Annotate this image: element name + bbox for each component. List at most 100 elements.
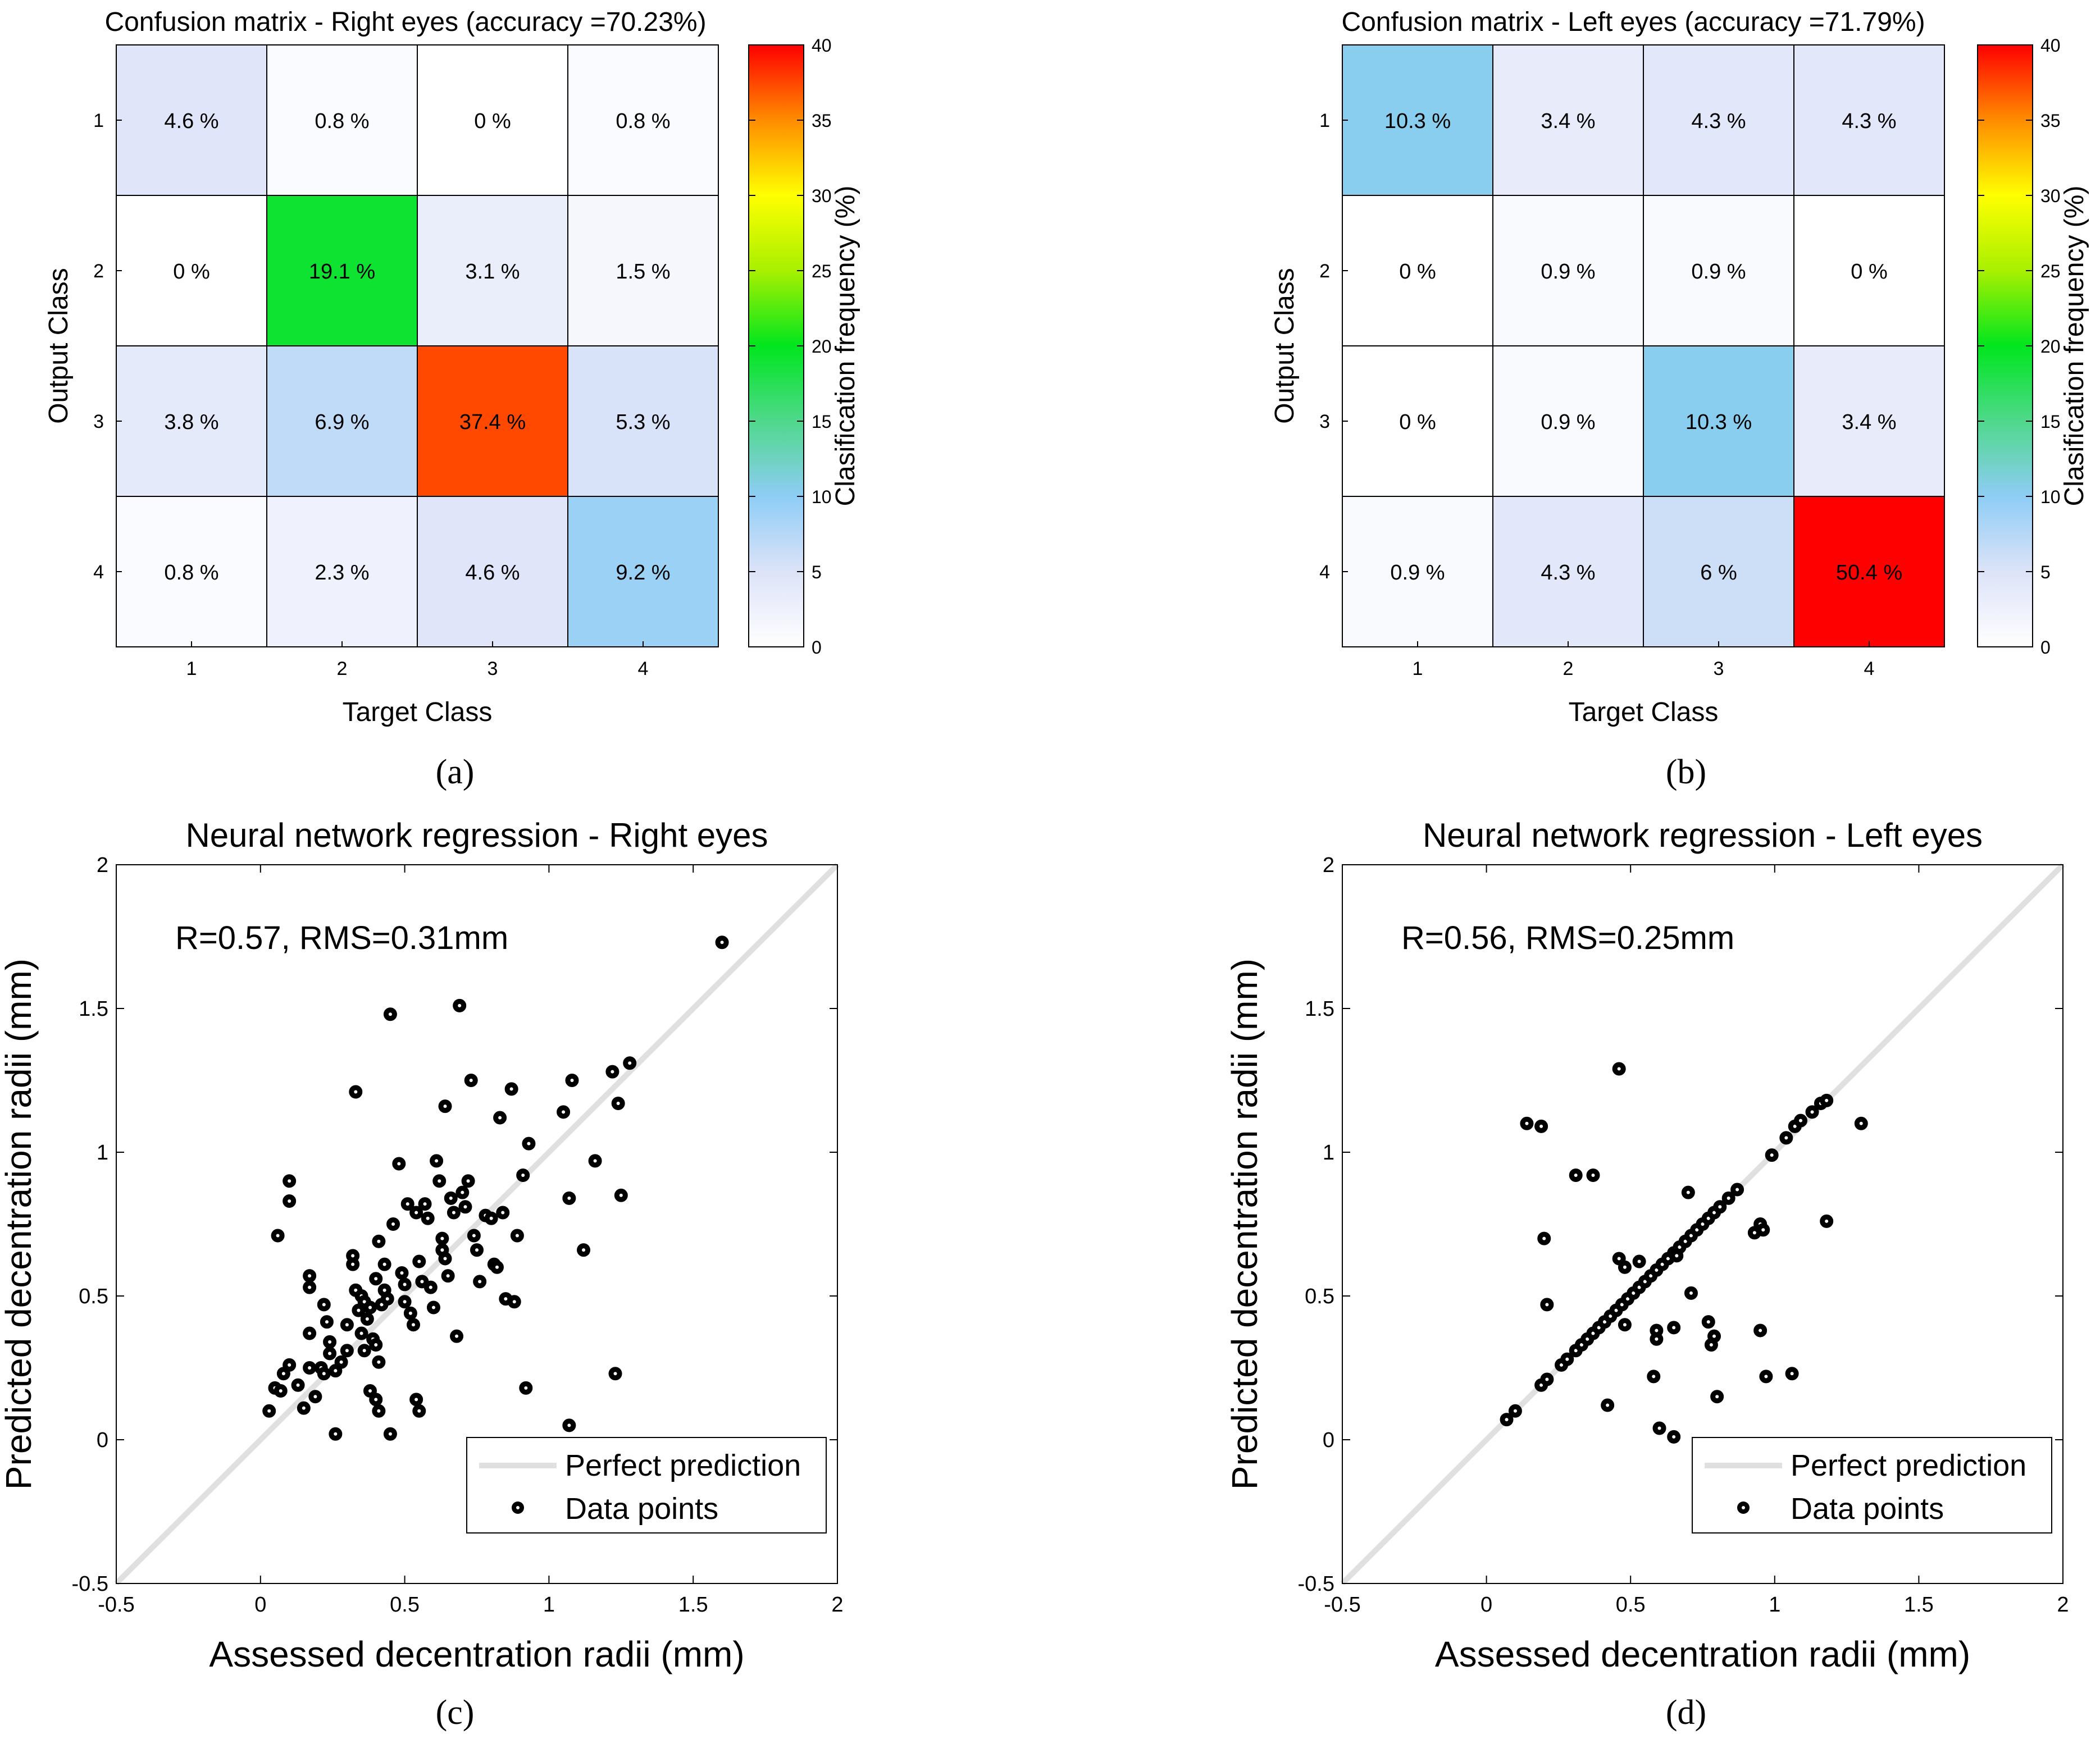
x-tick-label: 2 xyxy=(831,1593,843,1617)
matrix-cell xyxy=(1492,44,1644,196)
cell-value-label: 10.3 % xyxy=(1384,109,1451,133)
data-point-center xyxy=(339,1360,343,1364)
data-point-center xyxy=(527,1142,531,1145)
data-point-center xyxy=(504,1297,508,1301)
y-tick-label: 4 xyxy=(1319,562,1330,583)
y-tick-label: 0.5 xyxy=(1305,1285,1334,1308)
cell-value-label: 6.9 % xyxy=(315,410,369,434)
data-point-center xyxy=(720,941,724,944)
matrix-cell xyxy=(417,496,568,647)
data-point-center xyxy=(1793,1124,1797,1128)
data-point-center xyxy=(1666,1257,1670,1261)
cell-value-label: 6 % xyxy=(1700,561,1737,585)
data-point-center xyxy=(501,1211,505,1215)
data-point-center xyxy=(406,1202,409,1206)
cell-value-label: 1.5 % xyxy=(616,260,670,284)
colorbar-label: Clasification frequency (%) xyxy=(2060,186,2089,506)
data-point-center xyxy=(498,1116,502,1120)
colorbar-tick-label: 5 xyxy=(2040,562,2051,582)
data-point-center xyxy=(417,1259,421,1263)
data-point-center xyxy=(420,1280,424,1284)
cell-value-label: 0 % xyxy=(1399,260,1436,284)
data-point-center xyxy=(1683,1239,1687,1243)
data-point-center xyxy=(354,1288,358,1292)
data-point-center xyxy=(1715,1395,1719,1399)
data-point-center xyxy=(1657,1426,1661,1430)
cell-value-label: 0.8 % xyxy=(616,109,670,133)
legend-box xyxy=(1692,1437,2052,1534)
x-axis-label: Assessed decentration radii (mm) xyxy=(209,1634,744,1674)
data-point-center xyxy=(288,1179,291,1183)
data-point-center xyxy=(1764,1375,1768,1379)
colorbar xyxy=(748,44,804,647)
data-point-center xyxy=(455,1334,459,1338)
colorbar-tick-label: 15 xyxy=(2040,412,2061,432)
data-point-center xyxy=(1652,1375,1656,1379)
data-point-center xyxy=(308,1366,312,1370)
colorbar-tick-label: 5 xyxy=(812,562,822,582)
colorbar-tick-label: 20 xyxy=(2040,336,2061,357)
x-tick-label: 1 xyxy=(543,1593,555,1617)
data-point-center xyxy=(1655,1337,1659,1341)
data-point-center xyxy=(374,1398,378,1402)
data-point-center xyxy=(1759,1329,1762,1332)
data-point-center xyxy=(403,1300,407,1304)
y-tick-label: 0 xyxy=(97,1428,108,1452)
y-tick-label: 1.5 xyxy=(1305,997,1334,1021)
x-tick-label: 0.5 xyxy=(1616,1593,1646,1617)
data-point-center xyxy=(1790,1372,1794,1376)
cell-value-label: 4.6 % xyxy=(465,561,520,585)
data-point-center xyxy=(351,1262,355,1266)
data-point-center xyxy=(322,1372,326,1376)
data-point-center xyxy=(515,1234,519,1238)
cell-value-label: 0 % xyxy=(173,260,209,284)
x-tick-label: 4 xyxy=(638,658,649,679)
data-point-center xyxy=(567,1423,571,1427)
data-point-center xyxy=(440,1236,444,1240)
cell-value-label: 4.3 % xyxy=(1541,561,1595,585)
data-point-center xyxy=(345,1349,349,1353)
data-point-center xyxy=(431,1306,435,1309)
y-tick-label: 4 xyxy=(93,562,104,583)
data-point-center xyxy=(382,1288,386,1292)
data-point-center xyxy=(443,1257,447,1261)
data-point-center xyxy=(1609,1314,1612,1318)
legend-label: Data points xyxy=(565,1492,718,1526)
data-point-center xyxy=(423,1202,427,1206)
data-point-center xyxy=(1617,1067,1621,1071)
matrix-cell xyxy=(266,195,418,346)
data-point-center xyxy=(1859,1121,1863,1125)
data-point-center xyxy=(1591,1173,1595,1177)
data-point-center xyxy=(1770,1153,1774,1157)
data-point-center xyxy=(1752,1231,1756,1235)
data-point-center xyxy=(334,1369,338,1373)
panel-d: Neural network regression - Left eyes -0.… xyxy=(1224,816,2069,1732)
y-tick-label: 3 xyxy=(93,411,104,432)
data-point-center xyxy=(388,1012,392,1016)
data-point-center xyxy=(1586,1337,1589,1341)
data-point-center xyxy=(1655,1268,1659,1272)
data-point-center xyxy=(308,1274,312,1278)
subcaption: (c) xyxy=(436,1694,475,1732)
data-point-center xyxy=(325,1320,329,1324)
x-tick-label: 1.5 xyxy=(1904,1593,1934,1617)
matrix-cell xyxy=(116,496,267,647)
data-point-center xyxy=(1709,1343,1713,1347)
cell-value-label: 4.3 % xyxy=(1691,109,1746,133)
x-tick-label: 3 xyxy=(488,658,498,679)
x-tick-label: 1 xyxy=(1413,658,1423,679)
y-tick-label: 1 xyxy=(93,110,104,131)
y-tick-label: -0.5 xyxy=(1298,1572,1334,1596)
data-point-center xyxy=(334,1432,338,1436)
data-point-center xyxy=(1655,1329,1659,1332)
data-point-center xyxy=(1606,1403,1610,1407)
data-point-center xyxy=(1637,1285,1641,1289)
matrix-cell xyxy=(1492,496,1644,647)
panel-a: Confusion matrix - Right eyes (accuracy … xyxy=(44,7,860,791)
data-point-center xyxy=(1712,1211,1716,1215)
cell-value-label: 5.3 % xyxy=(616,410,670,434)
cell-value-label: 37.4 % xyxy=(459,410,526,434)
data-point-center xyxy=(385,1297,389,1301)
x-tick-label: 0 xyxy=(254,1593,266,1617)
data-point-center xyxy=(403,1283,407,1286)
